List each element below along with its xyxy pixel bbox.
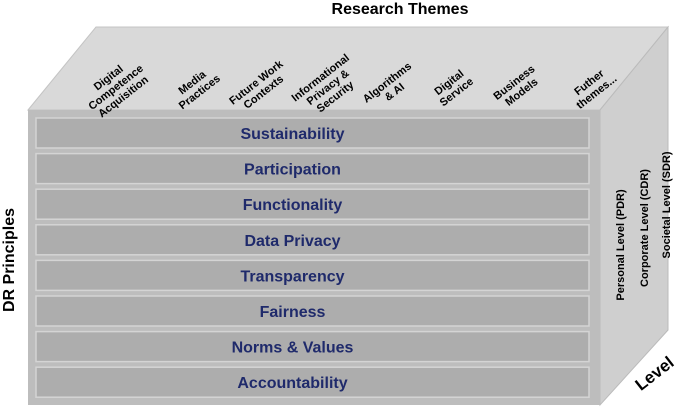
principle-row [35,330,590,363]
level-label: Corporate Level (CDR) [639,169,651,287]
principle-row [35,117,590,149]
research-themes-title: Research Themes [332,1,469,18]
principle-row [35,366,590,398]
principle-rows: Sustainability Participation Functionality… [35,117,590,398]
principle-label: Accountability [237,375,347,392]
principle-row [35,295,590,327]
principle-label: Norms & Values [232,340,354,357]
level-label: Personal Level (PDR) [615,189,627,301]
principle-label: Transparency [240,268,344,285]
level-labels: Personal Level (PDR) Corporate Level (CDR… [615,151,673,300]
principle-row [35,188,590,220]
principle-label: Sustainability [240,126,344,143]
principle-label: Participation [244,162,341,179]
dr-principles-title: DR Principles [1,208,18,312]
principle-label: Data Privacy [244,233,340,250]
principle-label: Fairness [260,304,326,321]
principle-row [35,152,590,185]
principle-label: Functionality [243,197,343,214]
level-label: Societal Level (SDR) [661,151,673,258]
principle-row [35,259,590,292]
principle-row [35,224,590,256]
